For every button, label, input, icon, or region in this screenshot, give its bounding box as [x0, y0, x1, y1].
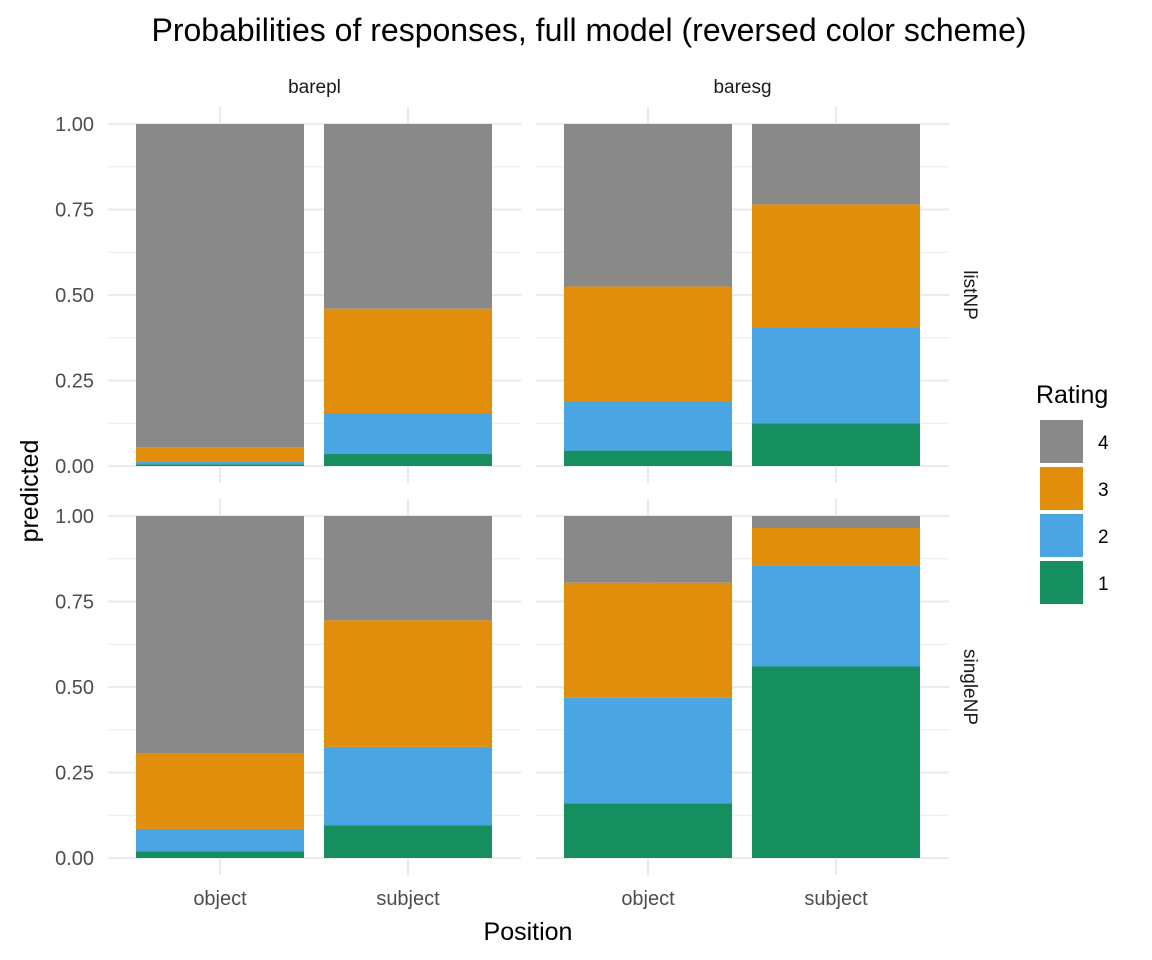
legend-label-4: 4 [1098, 433, 1109, 454]
legend-label-1: 1 [1098, 574, 1109, 595]
bar-segment-object-rating-4 [564, 516, 732, 583]
y-axis-title: predicted [16, 440, 44, 543]
y-tick-label: 0.50 [55, 677, 94, 699]
y-tick-label: 0.75 [55, 200, 94, 222]
legend-swatch-2 [1040, 514, 1083, 557]
bar-segment-subject-rating-3 [752, 527, 920, 566]
bar-segment-subject-rating-3 [752, 204, 920, 328]
facet-row-label: listNP [959, 270, 980, 320]
x-tick-label: object [621, 888, 675, 910]
bar-segment-subject-rating-3 [324, 620, 492, 747]
bar-segment-subject-rating-4 [752, 124, 920, 205]
legend-swatch-4 [1040, 420, 1083, 463]
panel-listNP-barepl [108, 107, 521, 483]
y-tick-label: 0.00 [55, 456, 94, 478]
bar-segment-object-rating-2 [136, 828, 304, 852]
bar-segment-subject-rating-3 [324, 308, 492, 413]
bar-segment-object-rating-1 [136, 851, 304, 858]
bar-segment-object-rating-3 [136, 447, 304, 462]
y-tick-label: 0.25 [55, 371, 94, 393]
bar-segment-subject-rating-4 [324, 124, 492, 309]
bar-segment-object-rating-1 [136, 464, 304, 466]
bar-segment-subject-rating-4 [324, 516, 492, 621]
legend-label-3: 3 [1098, 480, 1109, 501]
x-tick-label: subject [804, 888, 868, 910]
x-axis-title: Position [484, 918, 573, 946]
legend-swatch-1 [1040, 561, 1083, 604]
bar-segment-subject-rating-4 [752, 516, 920, 528]
y-tick-label: 0.75 [55, 592, 94, 614]
bar-segment-subject-rating-2 [752, 327, 920, 424]
y-tick-label: 1.00 [55, 506, 94, 528]
y-tick-label: 0.50 [55, 285, 94, 307]
bar-segment-object-rating-3 [564, 286, 732, 402]
chart-title: Probabilities of responses, full model (… [151, 12, 1026, 48]
bar-segment-object-rating-4 [564, 124, 732, 287]
bar-segment-subject-rating-1 [324, 825, 492, 858]
bar-segment-object-rating-2 [564, 401, 732, 451]
bar-segment-object-rating-3 [564, 582, 732, 698]
legend-title: Rating [1036, 381, 1108, 409]
panel-listNP-baresg [536, 107, 949, 483]
bar-segment-object-rating-4 [136, 124, 304, 448]
bar-segment-subject-rating-2 [324, 412, 492, 455]
panel-singleNP-baresg [536, 499, 949, 875]
y-tick-label: 1.00 [55, 114, 94, 136]
x-tick-label: subject [376, 888, 440, 910]
legend-swatch-3 [1040, 467, 1083, 510]
x-tick-label: object [193, 888, 247, 910]
legend: Rating 4 3 2 1 [1036, 381, 1109, 604]
bar-segment-object-rating-4 [136, 516, 304, 754]
bar-segment-subject-rating-1 [752, 423, 920, 466]
bar-segment-subject-rating-2 [324, 746, 492, 826]
legend-label-2: 2 [1098, 527, 1109, 548]
bar-segment-subject-rating-1 [752, 666, 920, 858]
bar-segment-subject-rating-1 [324, 454, 492, 466]
bar-segment-subject-rating-2 [752, 565, 920, 667]
facet-column-label: baresg [713, 77, 771, 98]
panels-layer: barepl baresg listNP singleNP 0.00 0.25 0.50 0.… [55, 77, 980, 910]
facet-row-label: singleNP [959, 649, 980, 725]
bar-segment-object-rating-2 [564, 697, 732, 804]
bar-segment-object-rating-1 [564, 450, 732, 466]
bar-segment-object-rating-2 [136, 461, 304, 465]
y-tick-label: 0.25 [55, 763, 94, 785]
legend-entries: 4 3 2 1 [1040, 420, 1109, 604]
facet-column-label: barepl [288, 77, 341, 98]
panel-singleNP-barepl [108, 499, 521, 875]
bar-segment-object-rating-3 [136, 753, 304, 829]
bar-segment-object-rating-1 [564, 803, 732, 858]
y-tick-label: 0.00 [55, 848, 94, 870]
